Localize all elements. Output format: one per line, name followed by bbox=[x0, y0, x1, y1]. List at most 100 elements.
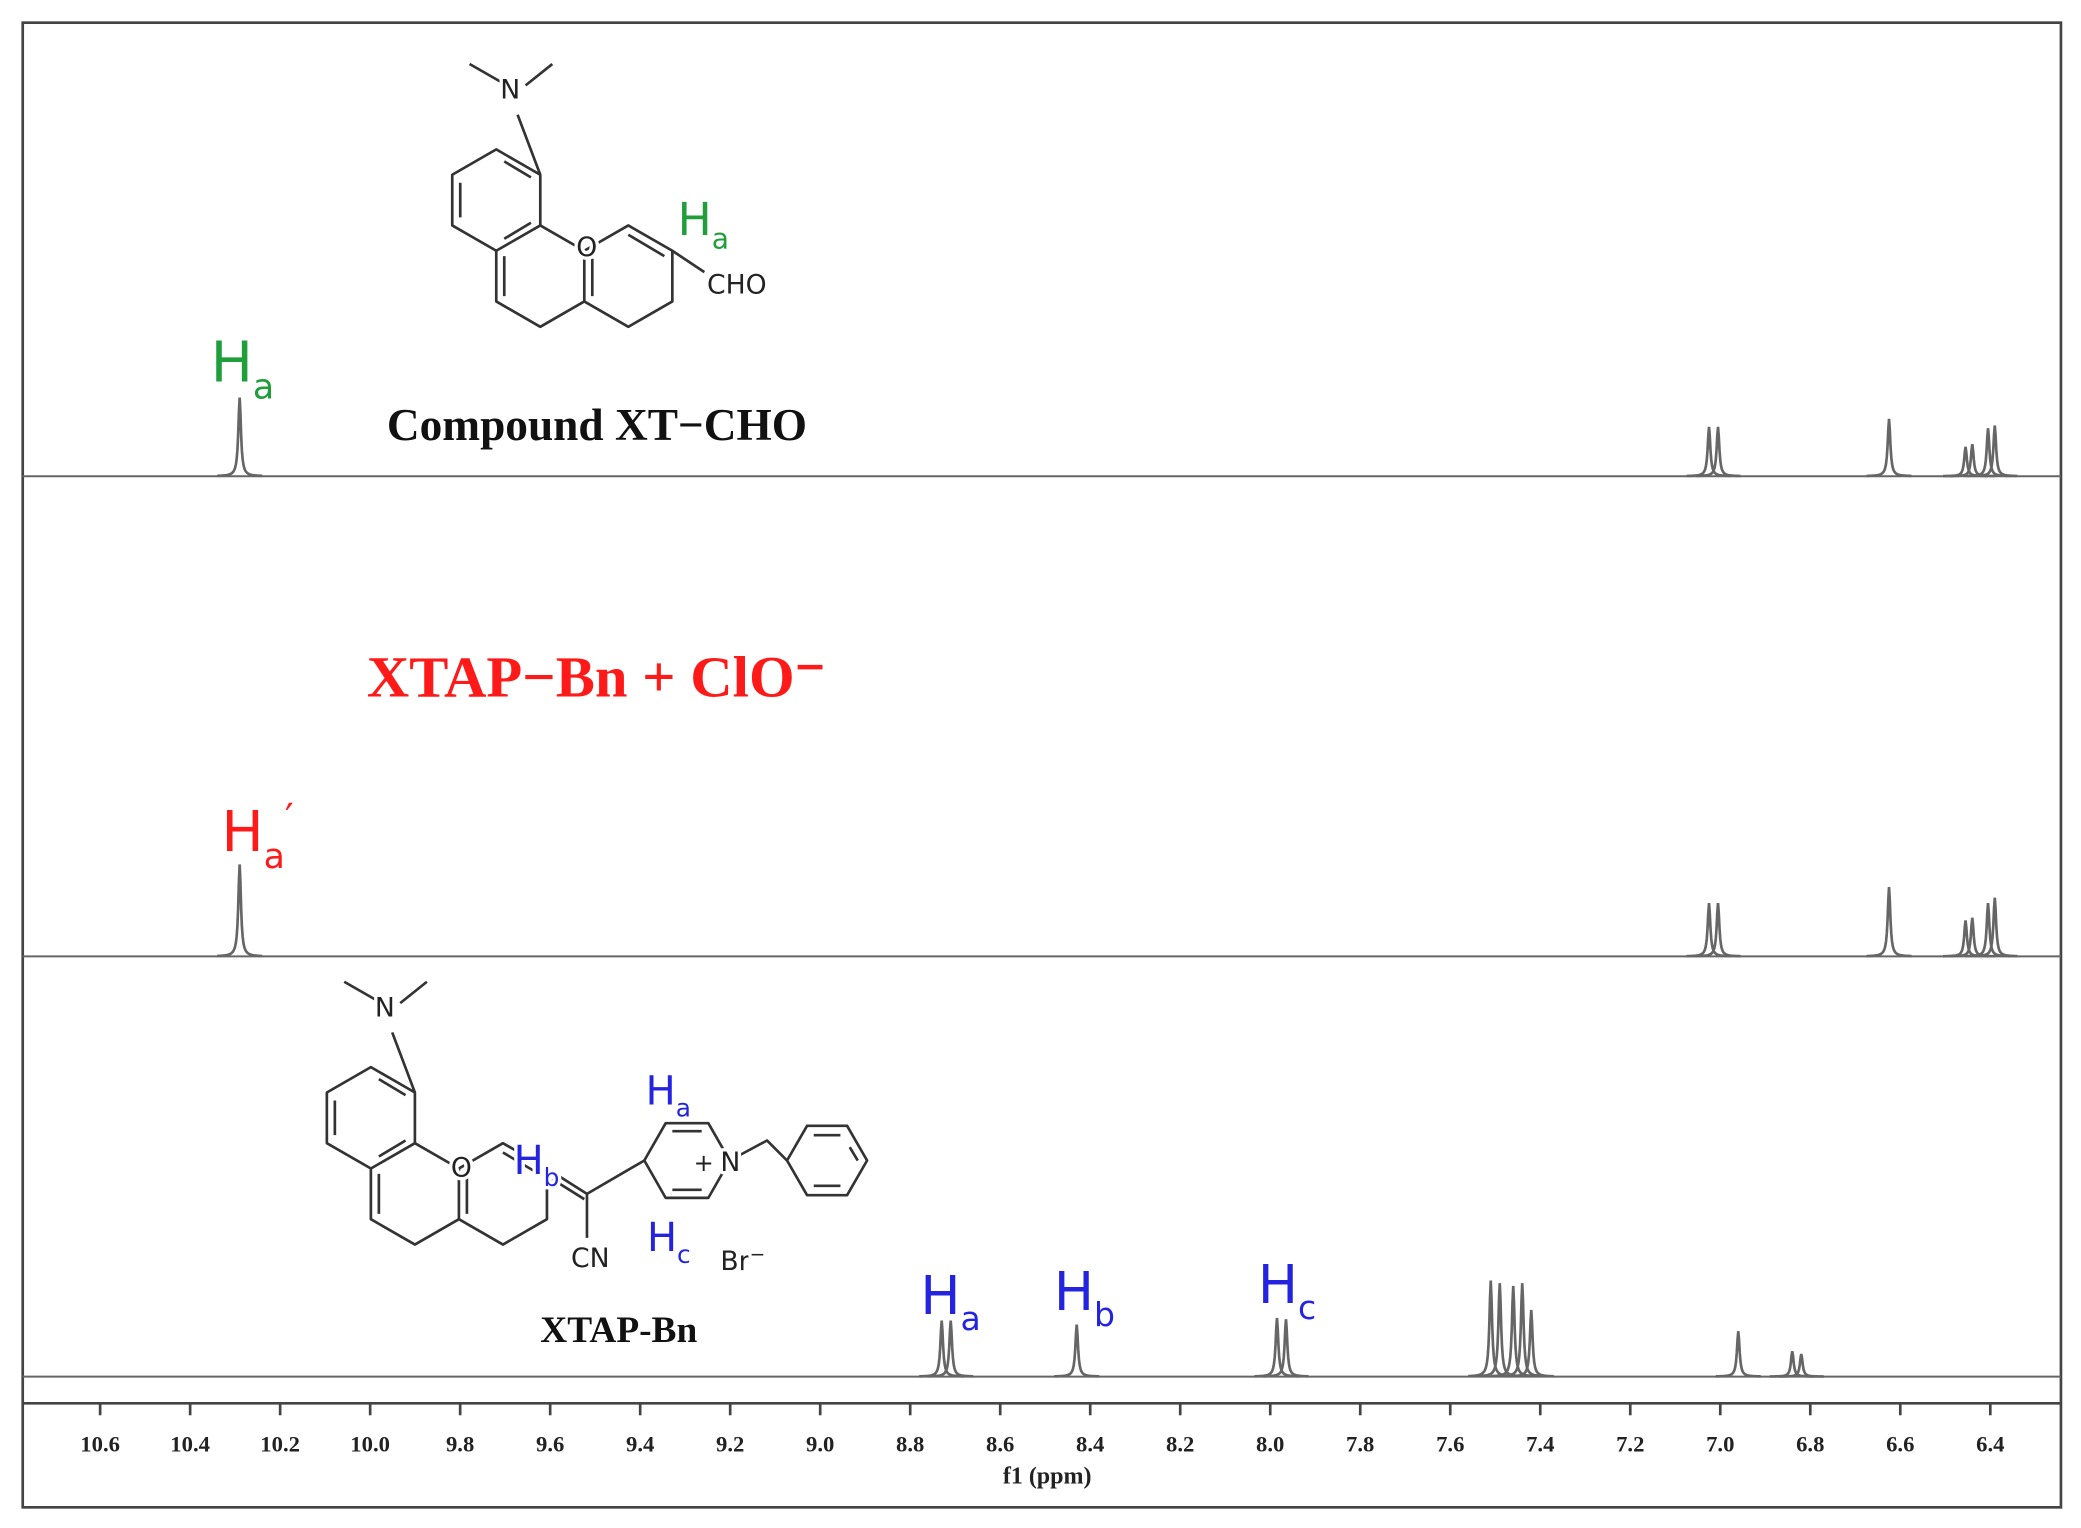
annotation-subscript: a bbox=[961, 1299, 981, 1338]
spectrum-label: XTAP−Bn + ClO⁻ bbox=[367, 644, 826, 709]
annotation: Hb bbox=[1054, 1260, 1115, 1334]
annotation: N bbox=[720, 1147, 740, 1178]
annotation-text: H bbox=[646, 1068, 676, 1114]
x-tick-label: 9.8 bbox=[446, 1431, 474, 1456]
annotation: Hb bbox=[514, 1138, 560, 1192]
x-tick-label: 10.4 bbox=[170, 1431, 210, 1456]
peak bbox=[1490, 1285, 1536, 1378]
peak bbox=[1972, 897, 2018, 958]
annotation: Ha bbox=[920, 1264, 980, 1338]
annotation-text: Br bbox=[720, 1246, 749, 1277]
peak bbox=[1499, 1283, 1545, 1378]
peak bbox=[217, 397, 263, 478]
peak bbox=[1866, 418, 1912, 478]
annotation: N bbox=[375, 992, 395, 1023]
annotation-subscript: b bbox=[544, 1163, 560, 1192]
annotation-text: H bbox=[514, 1138, 544, 1184]
annotation-subscript: a bbox=[264, 837, 285, 877]
peak bbox=[1254, 1317, 1300, 1378]
x-tick-label: 10.6 bbox=[80, 1431, 120, 1456]
annotation-text: H bbox=[1054, 1260, 1094, 1323]
x-axis-label: f1 (ppm) bbox=[1003, 1463, 1092, 1489]
annotation-subscript: b bbox=[1094, 1295, 1115, 1334]
peak bbox=[217, 864, 263, 958]
annotation: Ha bbox=[646, 1068, 691, 1122]
peak bbox=[1715, 1331, 1761, 1378]
annotation-text: H bbox=[678, 193, 712, 246]
annotation-text: H bbox=[211, 330, 253, 395]
x-tick-label: 8.8 bbox=[896, 1431, 924, 1456]
x-tick-label: 8.6 bbox=[986, 1431, 1014, 1456]
annotation: CHO bbox=[707, 269, 767, 300]
annotation-text: H bbox=[920, 1264, 960, 1327]
x-tick-label: 9.4 bbox=[626, 1431, 654, 1456]
peak bbox=[1972, 425, 2018, 478]
x-tick-label: 6.6 bbox=[1886, 1431, 1914, 1456]
structure-bottom bbox=[325, 980, 869, 1246]
annotation-text: N bbox=[720, 1147, 740, 1178]
annotation-text: H bbox=[1258, 1253, 1298, 1316]
x-tick-label: 7.8 bbox=[1346, 1431, 1374, 1456]
annotation: Br− bbox=[720, 1245, 765, 1277]
peak bbox=[1949, 444, 1995, 478]
annotation-subscript: a bbox=[676, 1093, 691, 1122]
peak bbox=[1686, 902, 1732, 958]
peak bbox=[1949, 917, 1995, 958]
x-tick-label: 7.6 bbox=[1436, 1431, 1464, 1456]
annotation-superscript: − bbox=[750, 1245, 766, 1266]
peak bbox=[1508, 1309, 1554, 1378]
annotation: Hc bbox=[647, 1215, 691, 1269]
x-tick-label: 6.8 bbox=[1796, 1431, 1824, 1456]
x-tick-label: 9.2 bbox=[716, 1431, 744, 1456]
peak bbox=[1695, 426, 1741, 478]
x-tick-label: 9.0 bbox=[806, 1431, 834, 1456]
annotation-subscript: a bbox=[253, 367, 274, 407]
peak bbox=[1054, 1324, 1100, 1378]
annotation-text: O bbox=[451, 1153, 472, 1184]
annotation: Ha bbox=[678, 193, 729, 256]
annotation: + bbox=[694, 1149, 714, 1177]
peak bbox=[1686, 426, 1732, 478]
x-tick-label: 7.0 bbox=[1706, 1431, 1734, 1456]
annotation-subscript: c bbox=[1298, 1288, 1316, 1327]
x-tick-label: 8.0 bbox=[1256, 1431, 1284, 1456]
peak bbox=[1263, 1319, 1309, 1378]
annotation: CN bbox=[571, 1243, 610, 1274]
annotation: O bbox=[576, 232, 597, 263]
peak bbox=[919, 1320, 965, 1378]
x-tick-label: 8.2 bbox=[1166, 1431, 1194, 1456]
spectrum-label: Compound XT−CHO bbox=[387, 400, 807, 450]
annotation-text: CHO bbox=[707, 269, 767, 300]
annotation: Ha bbox=[211, 330, 274, 407]
peak bbox=[1778, 1353, 1824, 1378]
annotation-subscript: a bbox=[712, 222, 729, 255]
annotation-superscript: ′ bbox=[285, 796, 294, 841]
annotation: O bbox=[451, 1153, 472, 1184]
annotation: Ha′ bbox=[221, 796, 293, 876]
x-tick-label: 7.2 bbox=[1616, 1431, 1644, 1456]
peak bbox=[1866, 886, 1912, 958]
peak bbox=[928, 1320, 974, 1378]
structure-top bbox=[450, 62, 706, 329]
peak bbox=[1695, 902, 1741, 958]
annotation-text: O bbox=[576, 232, 597, 263]
x-tick-label: 7.4 bbox=[1526, 1431, 1554, 1456]
x-tick-label: 10.2 bbox=[260, 1431, 300, 1456]
annotation-text: N bbox=[375, 992, 395, 1023]
annotation-text: CN bbox=[571, 1243, 610, 1274]
annotation-text: H bbox=[647, 1215, 677, 1261]
annotation-text: + bbox=[694, 1149, 714, 1177]
x-tick-label: 8.4 bbox=[1076, 1431, 1104, 1456]
frame bbox=[21, 21, 2063, 1509]
annotation: Hc bbox=[1258, 1253, 1316, 1327]
x-tick-label: 10.0 bbox=[350, 1431, 390, 1456]
x-tick-label: 9.6 bbox=[536, 1431, 564, 1456]
x-tick-label: 6.4 bbox=[1976, 1431, 2004, 1456]
annotation-text: H bbox=[221, 800, 263, 865]
annotation-subscript: c bbox=[677, 1240, 691, 1269]
annotation-text: N bbox=[500, 75, 520, 106]
spectrum-label: XTAP-Bn bbox=[540, 1310, 697, 1351]
annotation: N bbox=[500, 75, 520, 106]
